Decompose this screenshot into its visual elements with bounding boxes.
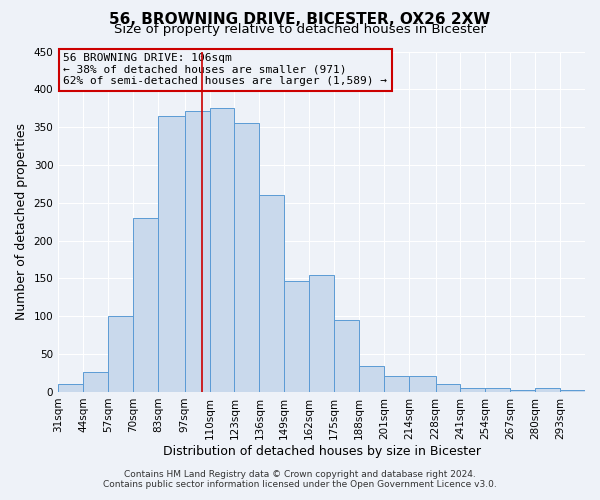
Bar xyxy=(510,390,535,392)
Y-axis label: Number of detached properties: Number of detached properties xyxy=(15,123,28,320)
Bar xyxy=(235,124,259,392)
Bar xyxy=(158,116,185,392)
Bar xyxy=(58,384,83,392)
Bar xyxy=(535,388,560,392)
Bar xyxy=(334,320,359,392)
Bar xyxy=(460,388,485,392)
Bar xyxy=(409,376,436,392)
Bar xyxy=(384,376,409,392)
Text: 56, BROWNING DRIVE, BICESTER, OX26 2XW: 56, BROWNING DRIVE, BICESTER, OX26 2XW xyxy=(109,12,491,26)
Bar xyxy=(133,218,158,392)
Bar xyxy=(259,195,284,392)
Bar xyxy=(359,366,384,392)
Text: 56 BROWNING DRIVE: 106sqm
← 38% of detached houses are smaller (971)
62% of semi: 56 BROWNING DRIVE: 106sqm ← 38% of detac… xyxy=(64,53,388,86)
Bar xyxy=(284,280,309,392)
Text: Size of property relative to detached houses in Bicester: Size of property relative to detached ho… xyxy=(114,23,486,36)
Bar xyxy=(185,110,209,392)
Bar xyxy=(560,390,585,392)
Bar xyxy=(436,384,460,392)
Bar xyxy=(83,372,108,392)
Text: Contains HM Land Registry data © Crown copyright and database right 2024.
Contai: Contains HM Land Registry data © Crown c… xyxy=(103,470,497,489)
X-axis label: Distribution of detached houses by size in Bicester: Distribution of detached houses by size … xyxy=(163,444,481,458)
Bar xyxy=(108,316,133,392)
Bar xyxy=(209,108,235,392)
Bar xyxy=(485,388,510,392)
Bar xyxy=(309,274,334,392)
